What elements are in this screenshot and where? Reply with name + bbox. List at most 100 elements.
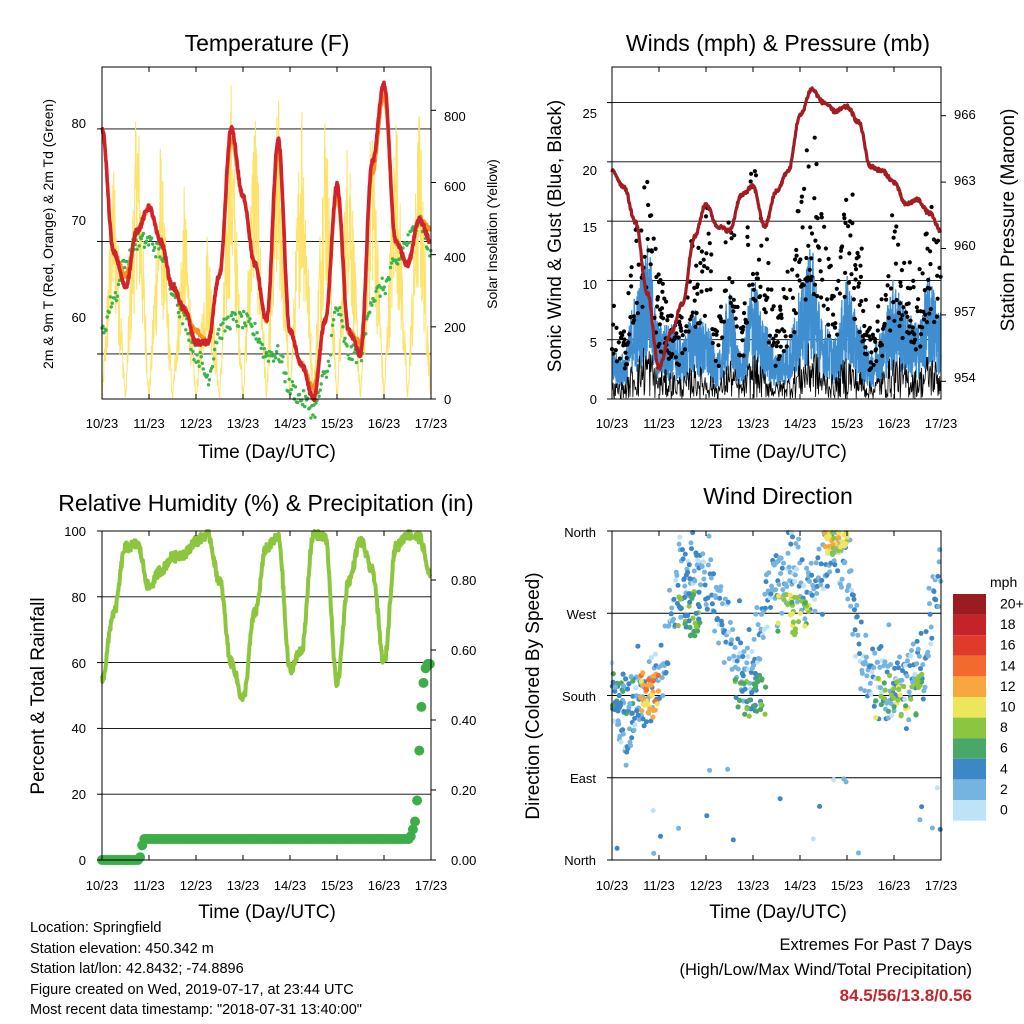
gust-point: [649, 213, 654, 218]
gust-point: [748, 179, 753, 184]
dewpoint-point: [405, 243, 409, 247]
gust-point: [828, 263, 833, 268]
direction-cluster-point: [754, 708, 760, 714]
direction-point: [780, 587, 786, 593]
gust-point: [916, 297, 921, 302]
gust-point: [688, 317, 693, 322]
direction-point: [726, 629, 732, 635]
gust-point: [890, 213, 895, 218]
gust-point: [699, 249, 705, 254]
direction-point: [937, 826, 943, 832]
humidity-title: Relative Humidity (%) & Precipitation (i…: [58, 490, 473, 516]
direction-point: [668, 611, 674, 617]
gust-point: [628, 273, 633, 278]
gust-point: [935, 238, 941, 243]
gust-point: [673, 355, 679, 360]
direction-x-tick-labels: 10/23 11/23 12/23 13/23 14/23 15/23 16/23 17/23: [596, 531, 958, 893]
relative-humidity-line: [100, 529, 433, 702]
gust-point: [699, 289, 704, 294]
dewpoint-point: [110, 301, 115, 305]
direction-cluster-point: [650, 707, 656, 714]
direction-cluster-point: [687, 624, 693, 631]
x-tick-label-10-23: 10/23: [596, 878, 629, 893]
x-tick-label-15-23: 15/23: [831, 416, 864, 431]
gust-point: [788, 334, 793, 339]
direction-point: [908, 653, 914, 659]
direction-cluster-point: [655, 672, 661, 679]
gust-point: [848, 233, 853, 238]
gust-point: [917, 267, 922, 272]
dewpoint-point: [187, 338, 191, 342]
dewpoint-point: [199, 355, 203, 359]
gust-point: [679, 315, 684, 320]
dewpoint-point: [112, 296, 117, 300]
direction-point: [920, 696, 926, 702]
gust-point: [801, 283, 806, 288]
direction-cluster-point: [690, 592, 697, 598]
dewpoint-point: [146, 243, 151, 247]
gust-point: [857, 329, 862, 335]
direction-cluster-point: [797, 610, 803, 616]
gust-point: [826, 322, 831, 327]
direction-point: [680, 556, 686, 562]
direction-point: [792, 579, 798, 584]
direction-cluster-point: [691, 628, 697, 634]
gust-point: [894, 297, 899, 303]
direction-cluster-point: [903, 703, 909, 709]
direction-cluster-point: [650, 673, 656, 680]
gust-point: [631, 314, 636, 319]
direction-point: [768, 591, 774, 597]
dewpoint-point: [226, 315, 230, 319]
gust-point: [802, 186, 807, 191]
gust-point: [749, 171, 754, 176]
dewpoint-point: [293, 385, 298, 389]
dewpoint-point: [246, 314, 250, 318]
gust-point: [843, 220, 848, 226]
dewpoint-point: [382, 285, 386, 289]
gust-point: [883, 292, 888, 298]
temperature-right-ylabel: Solar Insolation (Yellow): [484, 159, 500, 309]
direction-cluster-point: [829, 551, 836, 558]
direction-point: [863, 632, 869, 638]
dewpoint-point: [330, 323, 335, 327]
direction-cluster-point: [638, 678, 644, 684]
gust-point: [676, 335, 681, 340]
gust-point: [844, 197, 849, 202]
temperature-xlabel: Time (Day/UTC): [198, 442, 336, 463]
direction-point: [854, 602, 860, 608]
temperature-left-ylabel: 2m & 9m T (Red, Orange) & 2m Td (Green): [40, 99, 56, 369]
gust-point: [847, 251, 852, 256]
temperature-title: Temperature (F): [185, 30, 350, 56]
gust-point: [825, 307, 830, 312]
colorbar-label-4: 4: [1000, 760, 1008, 776]
x-tick-label-12-23: 12/23: [690, 878, 723, 893]
direction-cluster-point: [897, 692, 903, 698]
direction-point: [902, 662, 908, 668]
gust-point: [620, 333, 625, 338]
direction-cluster-point: [623, 676, 629, 682]
gust-point: [863, 345, 868, 350]
direction-cluster-point: [635, 712, 641, 718]
dewpoint-point: [275, 350, 279, 354]
gust-point: [782, 329, 787, 334]
gust-point: [897, 301, 903, 306]
speed-colorbar: mph 20+ 18 16 14 12 10 8 6 4 2 0: [953, 574, 1024, 821]
direction-point: [781, 560, 786, 566]
gust-point: [702, 264, 707, 269]
direction-point: [934, 785, 940, 791]
dewpoint-point: [286, 389, 290, 393]
direction-point: [632, 715, 638, 721]
dewpoint-point: [228, 327, 232, 331]
direction-point: [675, 582, 681, 588]
x-tick-label-12-23: 12/23: [690, 416, 723, 431]
gust-point: [790, 267, 795, 272]
direction-point: [648, 718, 654, 724]
direction-point: [810, 836, 816, 842]
gust-point: [912, 332, 917, 337]
temp-tick-80: 80: [72, 116, 86, 131]
direction-point: [850, 631, 856, 637]
direction-points: [607, 530, 944, 861]
gust-point: [897, 323, 902, 329]
gust-point: [869, 366, 874, 371]
x-tick-label-17-23: 17/23: [925, 878, 958, 893]
